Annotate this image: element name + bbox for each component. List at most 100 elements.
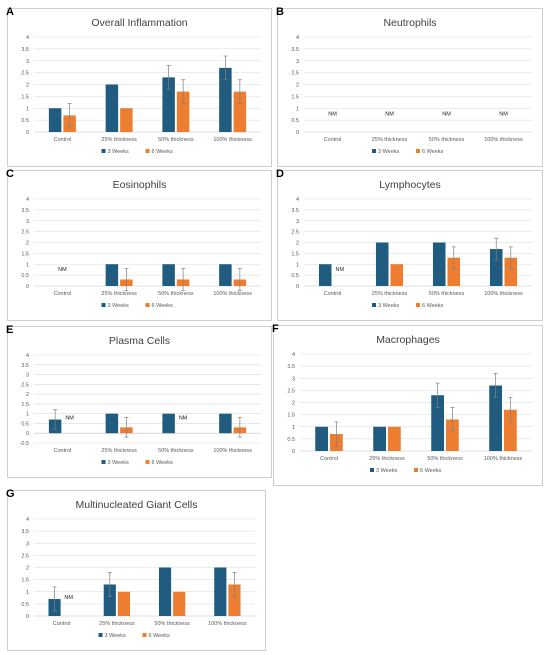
chart-title: Macrophages	[376, 334, 440, 346]
legend-label: 3 Weeks	[108, 303, 130, 309]
y-tick-label: 3	[296, 219, 299, 225]
panel-letter: C	[6, 168, 14, 180]
bar-3-weeks	[219, 413, 232, 434]
y-tick-label: 0	[292, 449, 295, 455]
bar-6-weeks	[390, 264, 404, 286]
y-tick-label: 2	[292, 401, 295, 407]
category-label: 100% thickness	[213, 291, 252, 297]
y-tick-label: 1.5	[21, 94, 29, 100]
y-tick-label: 2.5	[21, 553, 29, 559]
y-tick-label: 3.5	[287, 364, 295, 370]
nm-label: NM	[65, 416, 74, 422]
legend-label: 6 Weeks	[422, 303, 444, 309]
bar-3-weeks	[214, 567, 227, 616]
y-tick-label: 1	[26, 262, 29, 268]
y-tick-label: 4	[26, 197, 29, 203]
chart-title: Overall Inflammation	[91, 17, 187, 29]
nm-label: NM	[335, 267, 344, 273]
y-tick-label: 3.5	[21, 529, 29, 535]
panel-macrophages: F Macrophages 0 0.5 1 1.5 2 2.5 3 3.5 4 Control 25%…	[272, 323, 543, 486]
panel-letter: E	[6, 324, 14, 336]
bar-6-weeks	[176, 91, 190, 132]
chart-svg: Macrophages 0 0.5 1 1.5 2 2.5 3 3.5 4 Control 25% t…	[287, 334, 532, 474]
bar-3-weeks	[318, 264, 332, 286]
bar-3-weeks	[432, 242, 446, 286]
legend-swatch	[372, 149, 376, 153]
y-tick-label: 1.5	[287, 413, 295, 419]
y-tick-label: 1.5	[291, 94, 299, 100]
y-tick-label: 4	[292, 352, 295, 358]
category-label: 50% thickness	[429, 291, 465, 297]
y-tick-label: 1	[296, 106, 299, 112]
y-tick-label: -0.5	[20, 441, 29, 447]
category-label: Control	[54, 448, 72, 454]
category-label: Control	[324, 291, 342, 297]
bar-3-weeks	[162, 77, 175, 132]
category-label: Control	[53, 621, 71, 627]
category-label: 50% thickness	[429, 137, 465, 143]
legend-swatch	[142, 633, 147, 637]
y-tick-label: 0.5	[21, 602, 29, 608]
y-tick-label: 3	[26, 373, 29, 379]
bar-3-weeks	[375, 242, 389, 286]
legend-swatch	[414, 468, 418, 472]
panel-plasma-cells: E Plasma Cells -0.5 0 0.5 1 1.5 2 2.5 3 3.5 4 Contr…	[6, 324, 272, 478]
category-label: Control	[320, 456, 338, 462]
bar-3-weeks	[162, 413, 175, 434]
legend-label: 3 Weeks	[105, 633, 127, 639]
y-tick-label: 0	[26, 130, 29, 136]
nm-label: NM	[499, 111, 508, 117]
bar-6-weeks	[173, 591, 186, 616]
y-tick-label: 0.5	[291, 273, 299, 279]
bar-6-weeks	[228, 584, 241, 616]
chart-svg: Overall Inflammation 0 0.5 1 1.5 2 2.5 3 3.5 4 Con…	[21, 17, 261, 155]
y-tick-label: 2.5	[291, 71, 299, 77]
chart-title: Multinucleated Giant Cells	[76, 499, 198, 511]
y-tick-label: 0.5	[291, 118, 299, 124]
panel-letter: B	[276, 6, 284, 18]
category-label: 25% thickness	[101, 448, 137, 454]
panel-letter: D	[276, 168, 284, 180]
category-label: Control	[54, 137, 72, 143]
legend-swatch	[101, 303, 106, 307]
y-tick-label: 0	[296, 130, 299, 136]
y-tick-label: 2	[26, 83, 29, 89]
y-tick-label: 2	[296, 241, 299, 247]
legend-label: 6 Weeks	[152, 303, 174, 309]
bar-3-weeks	[373, 426, 386, 451]
bar-3-weeks	[162, 264, 175, 286]
category-label: 100% thickness	[213, 137, 252, 143]
category-label: 50% thickness	[158, 291, 194, 297]
panel-letter: G	[6, 488, 15, 500]
y-tick-label: 1.5	[291, 251, 299, 257]
y-tick-label: 3.5	[291, 208, 299, 214]
nm-label: NM	[179, 416, 188, 422]
y-tick-label: 3.5	[291, 47, 299, 53]
legend-label: 3 Weeks	[108, 149, 130, 155]
chart-title: Plasma Cells	[109, 335, 170, 347]
legend-swatch	[101, 149, 106, 153]
y-tick-label: 0.5	[21, 118, 29, 124]
bar-6-weeks	[233, 91, 247, 132]
category-label: Control	[54, 291, 72, 297]
panel-multinucleated-giant-cells: G Multinucleated Giant Cells 0 0.5 1 1.5 2 2.5…	[6, 488, 266, 651]
chart-title: Neutrophils	[383, 17, 436, 29]
y-tick-label: 0	[26, 284, 29, 290]
nm-label: NM	[442, 111, 451, 117]
y-tick-label: 3	[26, 59, 29, 65]
bar-6-weeks	[446, 419, 459, 451]
category-label: 100% thickness	[484, 291, 523, 297]
y-tick-label: 1	[26, 590, 29, 596]
legend-swatch	[145, 303, 150, 307]
legend-swatch	[372, 303, 376, 307]
legend-label: 3 Weeks	[378, 303, 400, 309]
bar-6-weeks	[120, 108, 133, 132]
y-tick-label: 3	[26, 541, 29, 547]
legend-label: 6 Weeks	[422, 149, 444, 155]
y-tick-label: 0	[296, 284, 299, 290]
bar-3-weeks	[105, 264, 119, 286]
y-tick-label: 2.5	[21, 382, 29, 388]
category-label: 50% thickness	[158, 137, 194, 143]
nm-label: NM	[58, 267, 67, 273]
category-label: 100% thickness	[213, 448, 252, 454]
